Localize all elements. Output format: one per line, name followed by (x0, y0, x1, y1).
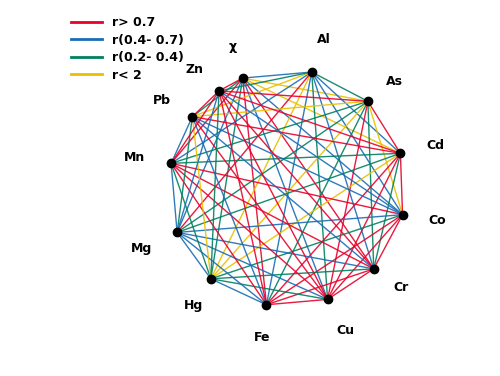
Text: Mg: Mg (131, 243, 152, 255)
Text: Pb: Pb (153, 94, 171, 107)
Text: Mn: Mn (124, 151, 145, 164)
Text: Cd: Cd (426, 139, 444, 152)
Text: Fe: Fe (254, 331, 270, 344)
Legend: r> 0.7, r(0.4- 0.7), r(0.2- 0.4), r< 2: r> 0.7, r(0.4- 0.7), r(0.2- 0.4), r< 2 (71, 17, 184, 82)
Text: Co: Co (428, 214, 446, 227)
Text: As: As (386, 75, 403, 88)
Text: Al: Al (317, 33, 331, 46)
Text: χ: χ (228, 40, 236, 53)
Text: Hg: Hg (184, 299, 204, 312)
Text: Cu: Cu (336, 324, 354, 337)
Text: Cr: Cr (393, 280, 408, 294)
Text: Zn: Zn (186, 62, 204, 76)
